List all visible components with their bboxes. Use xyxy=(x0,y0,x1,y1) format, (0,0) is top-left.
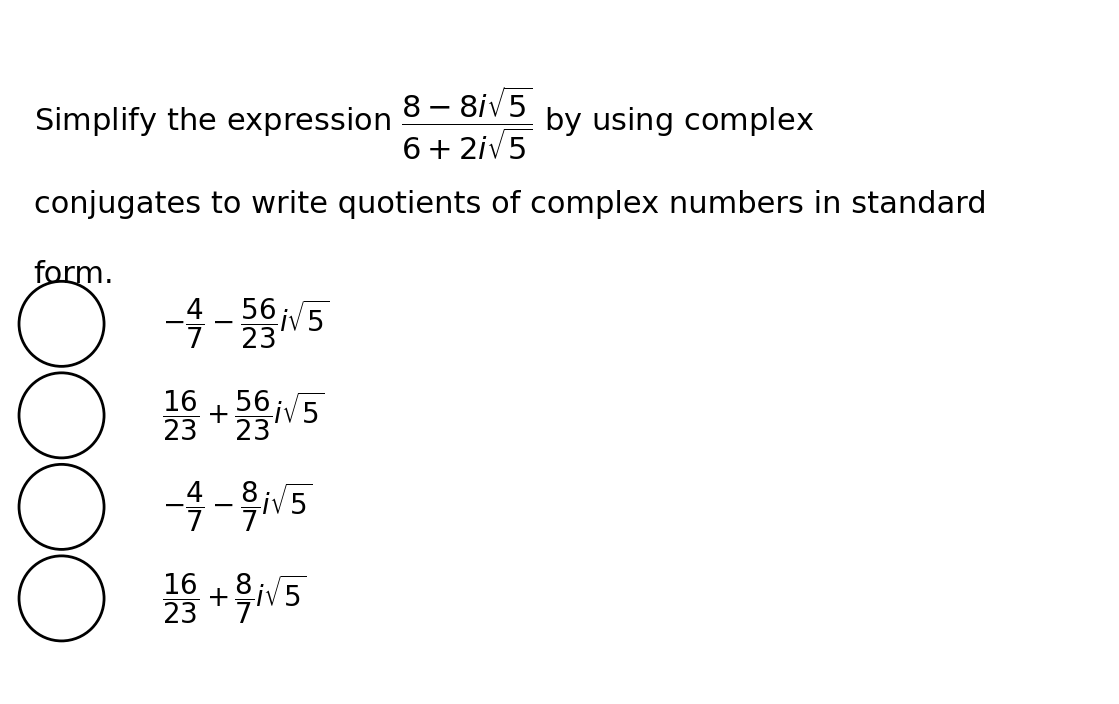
Text: form.: form. xyxy=(34,260,114,289)
Text: $\dfrac{16}{23}+\dfrac{56}{23}i\sqrt{5}$: $\dfrac{16}{23}+\dfrac{56}{23}i\sqrt{5}$ xyxy=(162,388,325,443)
Text: conjugates to write quotients of complex numbers in standard: conjugates to write quotients of complex… xyxy=(34,190,986,219)
Text: $\dfrac{16}{23}+\dfrac{8}{7}i\sqrt{5}$: $\dfrac{16}{23}+\dfrac{8}{7}i\sqrt{5}$ xyxy=(162,571,307,626)
Text: Simplify the expression $\dfrac{8-8i\sqrt{5}}{6+2i\sqrt{5}}$ by using complex: Simplify the expression $\dfrac{8-8i\sqr… xyxy=(34,84,814,162)
Text: $-\dfrac{4}{7}-\dfrac{8}{7}i\sqrt{5}$: $-\dfrac{4}{7}-\dfrac{8}{7}i\sqrt{5}$ xyxy=(162,479,312,534)
Text: $-\dfrac{4}{7}-\dfrac{56}{23}i\sqrt{5}$: $-\dfrac{4}{7}-\dfrac{56}{23}i\sqrt{5}$ xyxy=(162,296,330,351)
